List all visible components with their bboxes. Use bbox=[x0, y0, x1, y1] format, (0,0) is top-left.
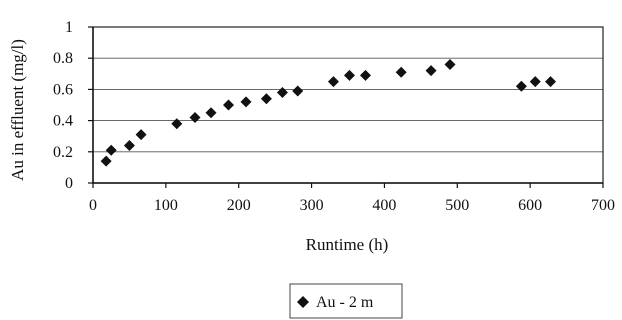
data-point bbox=[276, 87, 288, 99]
y-tick-label: 0.8 bbox=[53, 50, 73, 67]
y-axis-ticks: 0 0.2 0.4 0.6 0.8 1 bbox=[53, 19, 93, 192]
data-point bbox=[189, 111, 201, 123]
legend-box bbox=[289, 283, 403, 319]
x-tick-label: 200 bbox=[227, 197, 251, 214]
legend-label: Au - 2 m bbox=[316, 294, 374, 311]
x-tick-label: 500 bbox=[445, 197, 469, 214]
y-tick-label: 1 bbox=[65, 19, 73, 36]
x-tick-label: 700 bbox=[591, 197, 615, 214]
data-point bbox=[343, 69, 355, 81]
x-tick-label: 0 bbox=[89, 197, 97, 214]
plot-area bbox=[92, 26, 604, 184]
data-points bbox=[100, 58, 557, 167]
legend: Au - 2 m bbox=[289, 283, 403, 319]
data-point bbox=[171, 118, 183, 130]
data-point bbox=[545, 76, 557, 88]
data-point bbox=[292, 85, 304, 97]
data-point bbox=[240, 96, 252, 108]
data-point bbox=[205, 107, 217, 119]
data-point bbox=[100, 155, 112, 167]
x-axis-title: Runtime (h) bbox=[306, 235, 389, 254]
x-tick-label: 600 bbox=[518, 197, 542, 214]
data-point bbox=[223, 99, 235, 111]
data-point bbox=[529, 76, 541, 88]
data-point bbox=[359, 69, 371, 81]
x-tick-label: 300 bbox=[300, 197, 324, 214]
data-point bbox=[123, 140, 135, 152]
data-point bbox=[425, 65, 437, 77]
data-point bbox=[105, 144, 117, 156]
x-tick-label: 100 bbox=[154, 197, 178, 214]
x-tick-label: 400 bbox=[372, 197, 396, 214]
y-tick-label: 0.4 bbox=[53, 113, 73, 130]
y-tick-label: 0 bbox=[65, 175, 73, 192]
data-point bbox=[327, 76, 339, 88]
data-point bbox=[444, 58, 456, 70]
y-tick-label: 0.2 bbox=[53, 144, 73, 161]
data-point bbox=[515, 80, 527, 92]
data-point bbox=[135, 129, 147, 141]
data-point bbox=[395, 66, 407, 78]
x-axis-ticks: 0 100 200 300 400 500 600 700 bbox=[89, 183, 615, 214]
legend-marker-diamond-icon bbox=[297, 296, 309, 308]
data-point bbox=[260, 93, 272, 105]
y-axis-title: Au in effluent (mg/l) bbox=[8, 39, 27, 181]
y-tick-label: 0.6 bbox=[53, 81, 73, 98]
